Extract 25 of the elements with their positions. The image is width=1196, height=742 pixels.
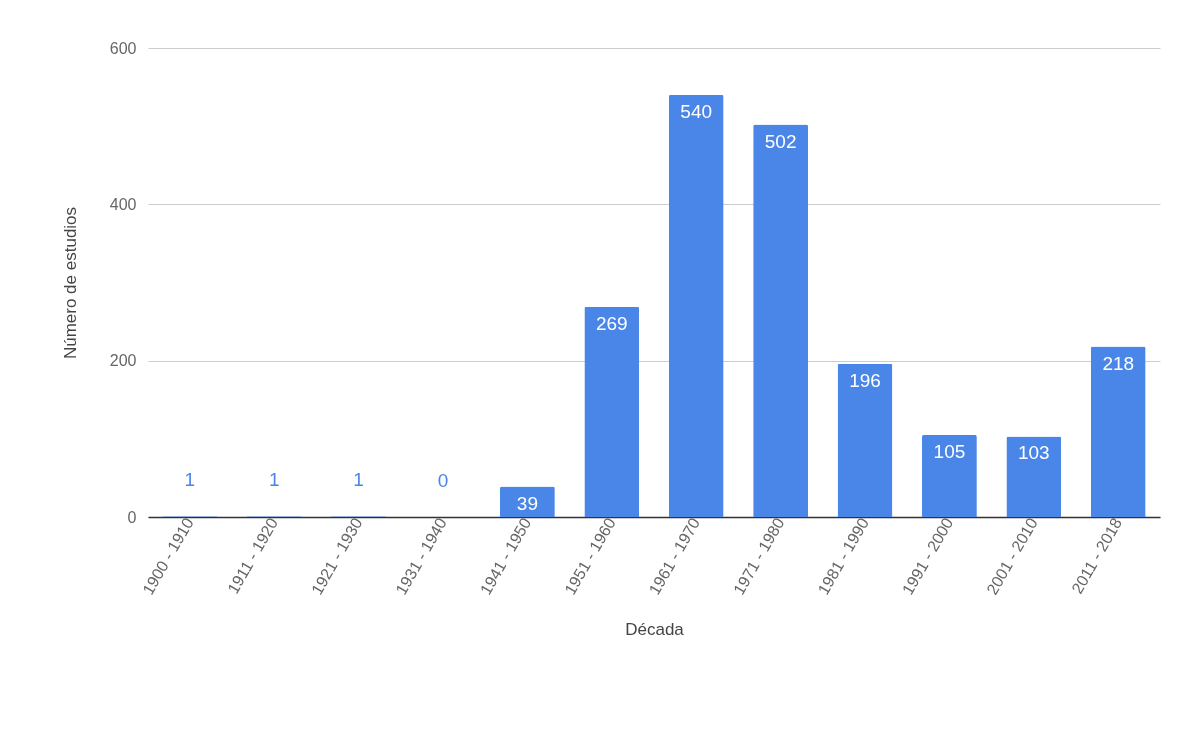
y-tick-label: 0 [127,508,137,526]
data-label: 103 [1017,442,1050,464]
bar [668,94,724,517]
data-label: 105 [933,440,966,462]
bar [921,434,977,517]
bar [1006,436,1062,517]
y-tick-label: 200 [109,352,137,370]
data-label: 502 [764,130,797,152]
data-label: 1 [184,469,196,491]
y-tick-label: 600 [109,39,137,57]
data-label: 269 [595,312,628,334]
data-label: 39 [516,492,538,514]
x-axis-title: Década [625,620,685,640]
bar [753,124,809,517]
bar [1090,346,1146,517]
data-label: 0 [437,470,449,491]
y-axis-title: Número de estudios [60,206,80,360]
data-label: 196 [849,369,881,391]
data-label: 540 [680,100,713,122]
data-label: 1 [353,469,364,491]
data-label: 1 [268,469,280,491]
bar [837,363,893,517]
data-label: 218 [1102,352,1135,374]
bar [584,306,640,517]
y-tick-label: 400 [109,195,137,213]
